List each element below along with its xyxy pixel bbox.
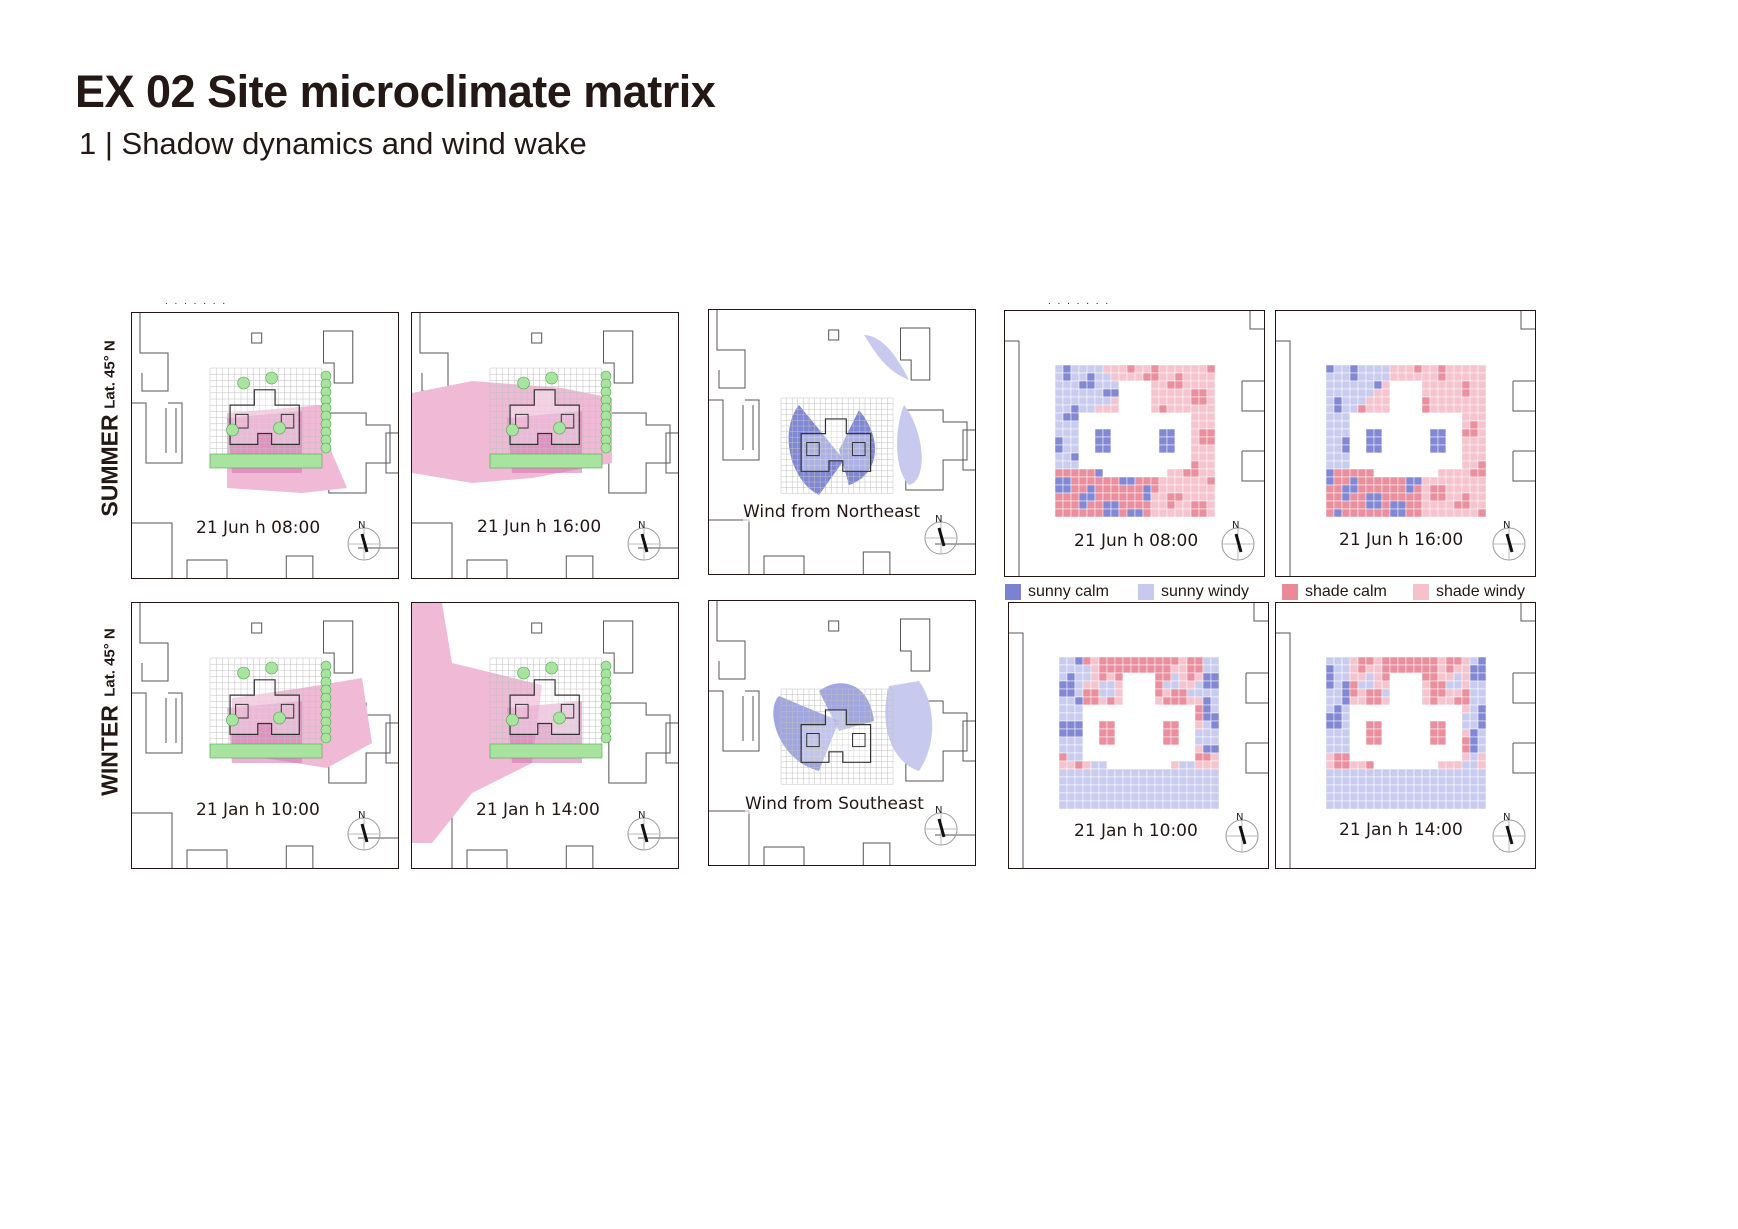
legend-swatch [1005, 584, 1021, 600]
legend-swatch [1138, 584, 1154, 600]
legend-item-sunny-windy: sunny windy [1138, 582, 1249, 602]
microclimate-grid [1325, 364, 1487, 518]
legend-item-sunny-calm: sunny calm [1005, 582, 1109, 602]
north-arrow-icon: N [342, 518, 386, 562]
wind-wake [773, 681, 933, 771]
wind-wake [788, 335, 922, 495]
svg-text:N: N [935, 514, 942, 525]
panel-caption: 21 Jan h 14:00 [476, 800, 600, 820]
page-subtitle: 1 | Shadow dynamics and wind wake [79, 126, 587, 161]
svg-text:N: N [358, 520, 365, 531]
svg-text:N: N [638, 810, 645, 821]
north-arrow-icon: N [919, 803, 963, 847]
svg-text:N: N [358, 810, 365, 821]
microclimate-matrix-winter-afternoon: 21 Jan h 14:00 N [1275, 602, 1536, 869]
north-arrow-icon: N [1487, 810, 1531, 854]
svg-text:N: N [1232, 520, 1239, 531]
panel-caption: Wind from Northeast [743, 502, 921, 522]
svg-text:N: N [638, 520, 645, 531]
context-buildings [1276, 311, 1535, 576]
trees [489, 660, 612, 759]
cropped-caption-left: . . . . . . . [165, 296, 228, 307]
context-buildings [1276, 603, 1535, 868]
panel-caption: 21 Jan h 14:00 [1339, 820, 1463, 840]
microclimate-grid [1058, 656, 1220, 810]
north-arrow-icon: N [1220, 810, 1264, 854]
shadow-map-winter-afternoon: 21 Jan h 14:00 N [411, 602, 679, 869]
shadow-map-summer-morning: 21 Jun h 08:00 N [131, 312, 399, 579]
trees [209, 660, 332, 759]
microclimate-grid [1054, 364, 1216, 518]
panel-caption: 21 Jun h 08:00 [196, 518, 321, 538]
microclimate-matrix-summer-morning: 21 Jun h 08:00 N [1004, 310, 1265, 577]
north-arrow-icon: N [622, 518, 666, 562]
building-footprint [800, 709, 872, 763]
legend-item-shade-calm: shade calm [1282, 582, 1387, 602]
north-arrow-icon: N [1487, 518, 1531, 562]
legend-swatch [1282, 584, 1298, 600]
context-buildings [1005, 311, 1264, 576]
winter-latitude: Lat. 45° N [101, 628, 119, 697]
site-grid [780, 397, 894, 494]
shadow-map-summer-afternoon: 21 Jun h 16:00 N [411, 312, 679, 579]
building-footprint [800, 418, 872, 472]
trees [489, 370, 612, 469]
wind-map-winter: Wind from Southeast N [708, 600, 976, 866]
site-grid [780, 688, 894, 785]
svg-text:N: N [1503, 520, 1510, 531]
north-arrow-icon: N [622, 808, 666, 852]
trees [209, 370, 332, 469]
north-arrow-icon: N [342, 808, 386, 852]
north-arrow-icon: N [1216, 518, 1260, 562]
panel-caption: 21 Jan h 10:00 [1074, 821, 1198, 841]
panel-caption: 21 Jun h 16:00 [1339, 530, 1464, 550]
svg-text:N: N [1236, 812, 1243, 823]
north-arrow-icon: N [919, 512, 963, 556]
wind-map-summer: Wind from Northeast N [708, 309, 976, 575]
summer-latitude: Lat. 45° N [101, 340, 119, 409]
context-buildings [709, 601, 975, 865]
legend-swatch [1413, 584, 1429, 600]
cropped-caption-right: . . . . . . . [1048, 296, 1111, 307]
page-title: EX 02 Site microclimate matrix [75, 66, 716, 117]
microclimate-grid [1325, 656, 1487, 810]
panel-caption: 21 Jan h 10:00 [196, 800, 320, 820]
legend-item-shade-windy: shade windy [1413, 582, 1525, 602]
context-buildings [1009, 603, 1268, 868]
shadow-map-winter-morning: 21 Jan h 10:00 N [131, 602, 399, 869]
svg-text:N: N [1503, 812, 1510, 823]
panel-caption: 21 Jun h 16:00 [477, 517, 602, 537]
microclimate-matrix-winter-morning: 21 Jan h 10:00 N [1008, 602, 1269, 869]
microclimate-matrix-summer-afternoon: 21 Jun h 16:00 N [1275, 310, 1536, 577]
svg-text:N: N [935, 805, 942, 816]
panel-caption: 21 Jun h 08:00 [1074, 531, 1199, 551]
panel-caption: Wind from Southeast [745, 794, 924, 814]
